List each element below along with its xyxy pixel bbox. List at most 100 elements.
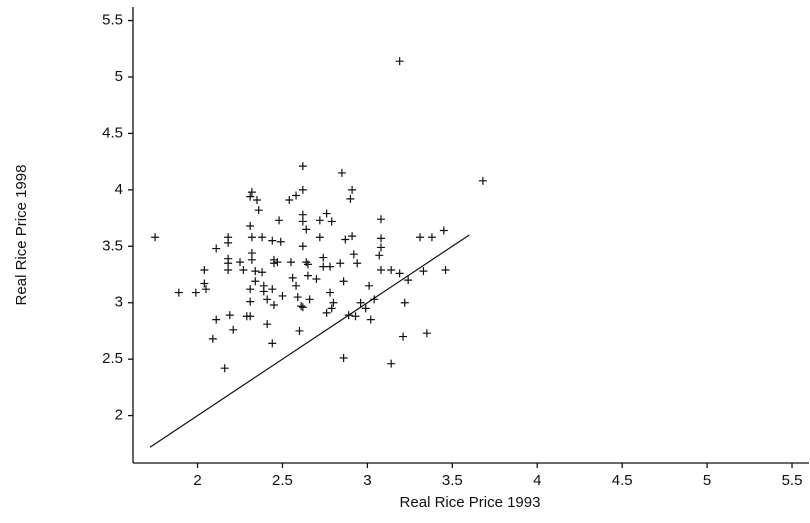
point bbox=[263, 320, 272, 329]
point bbox=[353, 259, 362, 268]
point bbox=[269, 300, 278, 309]
point bbox=[370, 295, 379, 304]
point bbox=[365, 281, 374, 290]
point bbox=[298, 242, 307, 251]
reference-line bbox=[149, 234, 470, 448]
x-tick-label: 2.5 bbox=[272, 472, 293, 489]
point bbox=[246, 221, 255, 230]
point bbox=[292, 281, 301, 290]
point bbox=[278, 291, 287, 300]
point bbox=[239, 265, 248, 274]
point bbox=[258, 268, 267, 277]
point bbox=[224, 238, 233, 247]
point bbox=[322, 308, 331, 317]
point bbox=[395, 269, 404, 278]
point bbox=[329, 298, 338, 307]
point bbox=[376, 215, 385, 224]
point bbox=[212, 315, 221, 324]
point bbox=[247, 255, 256, 264]
point bbox=[298, 210, 307, 219]
point bbox=[200, 279, 209, 288]
point bbox=[404, 276, 413, 285]
point bbox=[202, 285, 211, 294]
point bbox=[224, 259, 233, 268]
point bbox=[395, 57, 404, 66]
point bbox=[336, 259, 345, 268]
point bbox=[252, 196, 261, 205]
point bbox=[427, 233, 436, 242]
point bbox=[356, 298, 365, 307]
point bbox=[200, 265, 209, 274]
point bbox=[348, 232, 357, 241]
point bbox=[191, 288, 200, 297]
point bbox=[268, 339, 277, 348]
point bbox=[298, 162, 307, 171]
point bbox=[305, 295, 314, 304]
point bbox=[315, 233, 324, 242]
y-tick-label: 5.5 bbox=[102, 12, 123, 29]
point bbox=[246, 312, 255, 321]
point bbox=[288, 273, 297, 282]
point bbox=[303, 260, 312, 269]
x-axis-title: Real Rice Price 1993 bbox=[400, 494, 541, 511]
point bbox=[351, 312, 360, 321]
point bbox=[327, 304, 336, 313]
point bbox=[247, 188, 256, 197]
point bbox=[246, 192, 255, 201]
y-tick-label: 3.5 bbox=[102, 237, 123, 254]
point bbox=[337, 168, 346, 177]
point bbox=[285, 196, 294, 205]
y-tick-label: 5 bbox=[115, 68, 123, 85]
point bbox=[254, 206, 263, 215]
point bbox=[400, 298, 409, 307]
point bbox=[349, 250, 358, 259]
point bbox=[251, 277, 260, 286]
point bbox=[151, 233, 160, 242]
point bbox=[259, 287, 268, 296]
x-tick-label: 5 bbox=[703, 472, 711, 489]
point bbox=[339, 277, 348, 286]
point bbox=[268, 285, 277, 294]
point bbox=[376, 243, 385, 252]
point bbox=[297, 302, 306, 311]
point bbox=[441, 265, 450, 274]
point bbox=[375, 251, 384, 260]
y-tick-label: 4 bbox=[115, 181, 123, 198]
point bbox=[247, 233, 256, 242]
point bbox=[439, 226, 448, 235]
y-tick-label: 3 bbox=[115, 294, 123, 311]
point bbox=[292, 191, 301, 200]
x-tick-label: 4 bbox=[533, 472, 541, 489]
point bbox=[220, 364, 229, 373]
point bbox=[276, 237, 285, 246]
point bbox=[346, 194, 355, 203]
point bbox=[212, 244, 221, 253]
point bbox=[478, 176, 487, 185]
y-tick-label: 2 bbox=[115, 407, 123, 424]
point bbox=[326, 262, 335, 271]
point bbox=[275, 216, 284, 225]
x-tick-label: 3.5 bbox=[442, 472, 463, 489]
point bbox=[251, 267, 260, 276]
point bbox=[319, 253, 328, 262]
point bbox=[303, 271, 312, 280]
point bbox=[326, 288, 335, 297]
point bbox=[416, 233, 425, 242]
point bbox=[295, 326, 304, 335]
point bbox=[246, 285, 255, 294]
point bbox=[229, 325, 238, 334]
point bbox=[224, 265, 233, 274]
point bbox=[247, 249, 256, 258]
point bbox=[263, 295, 272, 304]
point bbox=[208, 334, 217, 343]
point bbox=[327, 217, 336, 226]
point bbox=[376, 234, 385, 243]
point bbox=[302, 225, 311, 234]
point bbox=[315, 216, 324, 225]
y-tick-label: 4.5 bbox=[102, 124, 123, 141]
point bbox=[366, 315, 375, 324]
point bbox=[422, 329, 431, 338]
point bbox=[387, 265, 396, 274]
